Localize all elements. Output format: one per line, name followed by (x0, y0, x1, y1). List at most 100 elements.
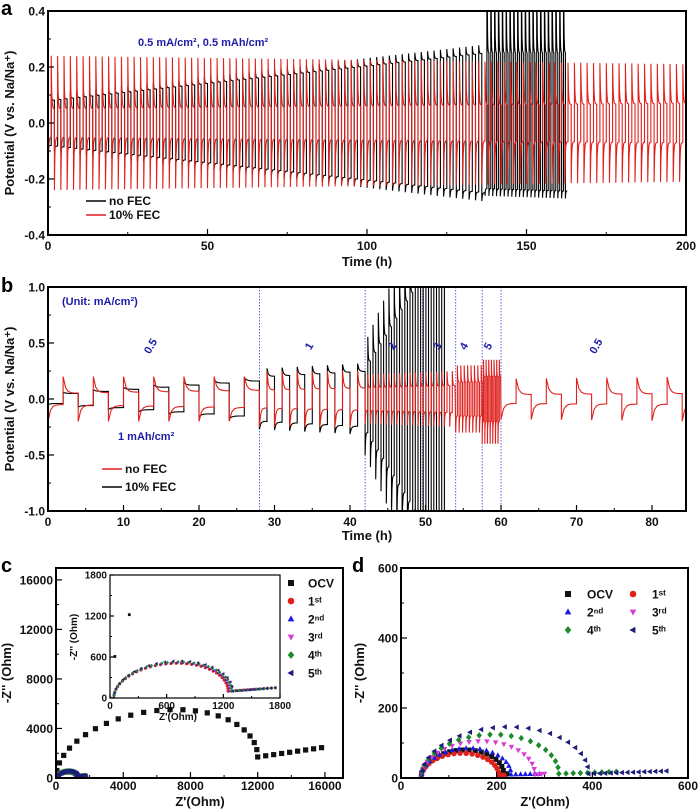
data-point (211, 666, 215, 671)
panel-d-legend-marker (564, 608, 572, 615)
data-point (229, 683, 233, 688)
data-point (211, 669, 215, 673)
data-point (555, 764, 561, 771)
panel-b-y-tick-label: 0.0 (28, 393, 45, 407)
panel-a-series-group (48, 11, 686, 235)
panel-b-y-tick-label: 0.5 (28, 337, 45, 351)
data-point (542, 746, 549, 754)
data-point (124, 675, 128, 680)
data-point (459, 747, 465, 753)
data-point (241, 727, 247, 733)
data-point (535, 741, 542, 749)
data-point (527, 771, 533, 777)
data-point (453, 748, 459, 754)
data-point (271, 752, 277, 758)
data-point (92, 726, 99, 732)
data-point (484, 739, 490, 745)
data-point (503, 758, 509, 764)
data-point (204, 710, 210, 716)
data-point (141, 709, 147, 715)
data-point (235, 689, 239, 693)
data-point (128, 712, 134, 718)
data-point (239, 688, 243, 693)
data-point (585, 771, 591, 777)
data-point (121, 677, 125, 681)
data-point (531, 767, 537, 773)
panel-c-legend-marker (287, 651, 295, 659)
data-point (469, 751, 475, 757)
data-point (484, 756, 491, 763)
data-point (596, 770, 602, 777)
data-point (495, 752, 501, 758)
panel-b-y-tick-label: -1.0 (24, 505, 45, 519)
data-point (477, 746, 483, 752)
panel-b-rate-label: 3 (431, 341, 444, 352)
data-point (149, 663, 154, 668)
data-point (113, 655, 117, 658)
data-point (436, 751, 443, 757)
panel-c-x-tick-label: 8000 (177, 779, 204, 793)
data-point (216, 668, 220, 672)
data-point (192, 661, 196, 665)
panel-a-x-axis-title: Time (h) (342, 254, 392, 269)
data-point (513, 771, 519, 777)
panel-b-rate-label: 2 (386, 341, 399, 352)
panel-d-series-2nd (418, 745, 543, 778)
data-point (247, 733, 253, 739)
panel-b-series-no-fec (48, 359, 686, 444)
panel-b-series-group (48, 287, 686, 511)
panel-d-y-tick-label: 0 (391, 772, 398, 786)
data-point (489, 724, 495, 731)
data-point (470, 745, 476, 751)
panel-c-legend-label: OCV (308, 577, 334, 591)
data-point (577, 750, 583, 757)
data-point (591, 770, 597, 777)
panel-a-axes: 0 50 100 150 200 -0.4 -0.2 0.0 0.2 0.4 Time (h) Pot… (2, 5, 696, 270)
data-point (221, 672, 225, 676)
panel-d-legend-label: 2ⁿᵈ (587, 606, 603, 620)
data-point (154, 707, 160, 714)
data-point (508, 732, 515, 740)
panel-c-series-ocv (56, 707, 325, 778)
panel-c-legend-label: 2ⁿᵈ (308, 613, 324, 627)
panel-a-legend-label: 10% FEC (109, 208, 161, 222)
data-point (570, 770, 576, 777)
data-point (197, 662, 201, 666)
data-point (484, 751, 490, 757)
panel-c-inset-y-tick-label: 1800 (85, 571, 108, 582)
data-point (259, 687, 263, 691)
data-point (330, 424, 333, 427)
panel-c-inset-x-tick-label: 1800 (269, 701, 292, 712)
data-point (66, 745, 73, 751)
data-point (121, 678, 125, 683)
data-point (127, 613, 131, 617)
data-point (529, 350, 532, 353)
panel-d-y-tick-label: 400 (378, 632, 398, 646)
data-point (601, 334, 604, 337)
data-point (466, 739, 472, 745)
data-point (187, 660, 191, 665)
data-point (237, 688, 241, 693)
data-point (418, 768, 424, 774)
data-point (231, 689, 234, 693)
panel-d-legend-label: 1ˢᵗ (652, 588, 666, 602)
data-point (165, 660, 169, 665)
data-point (139, 666, 143, 670)
panel-b-legend-label: 10% FEC (125, 480, 177, 494)
panel-c-inset-x-tick-label: 0 (107, 701, 113, 712)
data-point (552, 757, 559, 765)
data-point (635, 769, 641, 775)
panel-b-x-tick-label: 0 (45, 515, 52, 529)
data-point (295, 748, 301, 754)
data-point (527, 738, 534, 745)
data-point (254, 747, 260, 753)
panel-c-inset-y-tick-label: 0 (101, 694, 107, 705)
data-point (182, 660, 186, 664)
panel-a-y-tick-label: 0.0 (28, 117, 45, 131)
data-point (132, 669, 136, 674)
panel-c-x-tick-label: 0 (53, 779, 60, 793)
data-point (56, 760, 63, 766)
panel-a-x-tick-label: 150 (516, 239, 536, 253)
panel-c-legend-label: 3ʳᵈ (308, 631, 323, 645)
panel-b-y-tick-label: -0.5 (24, 449, 45, 463)
